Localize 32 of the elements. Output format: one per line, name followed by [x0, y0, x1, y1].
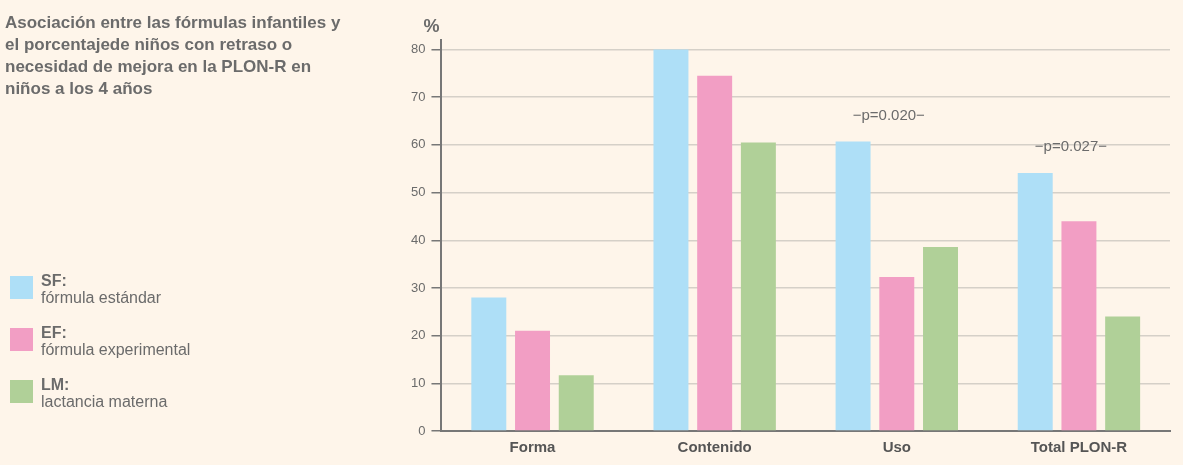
x-tick-label: Total PLON-R [1030, 438, 1128, 456]
bar [1017, 173, 1053, 431]
y-tick-label: 60 [410, 136, 426, 152]
y-axis-title: % [423, 15, 440, 36]
legend-label: EF: fórmula experimental [41, 324, 191, 358]
y-tick-label: 50 [410, 184, 426, 200]
text: Asociación entre las fórmulas infantiles y el porcentajede niños con retraso o necesidad de mejora en la PLON-R en niños a los 4 años [5, 12, 342, 100]
legend-label: SF: fórmula estándar [41, 272, 162, 306]
annotation: −p=0.027− [1034, 137, 1108, 155]
bar [835, 141, 871, 431]
y-tick-label: 30 [410, 279, 426, 295]
y-tick-label: 70 [410, 88, 426, 104]
x-tick-label: Contenido [677, 438, 752, 456]
annotation: −p=0.020− [852, 105, 926, 123]
bar [879, 276, 915, 431]
y-tick-label: 10 [410, 374, 426, 390]
y-tick-label: 0 [418, 422, 426, 438]
bar [471, 297, 507, 431]
x-tick-label: Forma [509, 438, 557, 456]
bar [653, 49, 689, 431]
bar [923, 246, 958, 431]
y-tick-label: 80 [410, 41, 426, 57]
bar [558, 375, 594, 431]
bar [740, 142, 776, 431]
x-tick-label: Uso [882, 438, 911, 456]
bar [697, 75, 733, 431]
y-tick-label: 40 [410, 231, 426, 247]
bar [515, 330, 551, 431]
bar [1105, 316, 1141, 431]
y-tick-label: 20 [410, 327, 426, 343]
legend-label: LM: lactancia materna [41, 376, 168, 410]
bar [1061, 221, 1097, 431]
